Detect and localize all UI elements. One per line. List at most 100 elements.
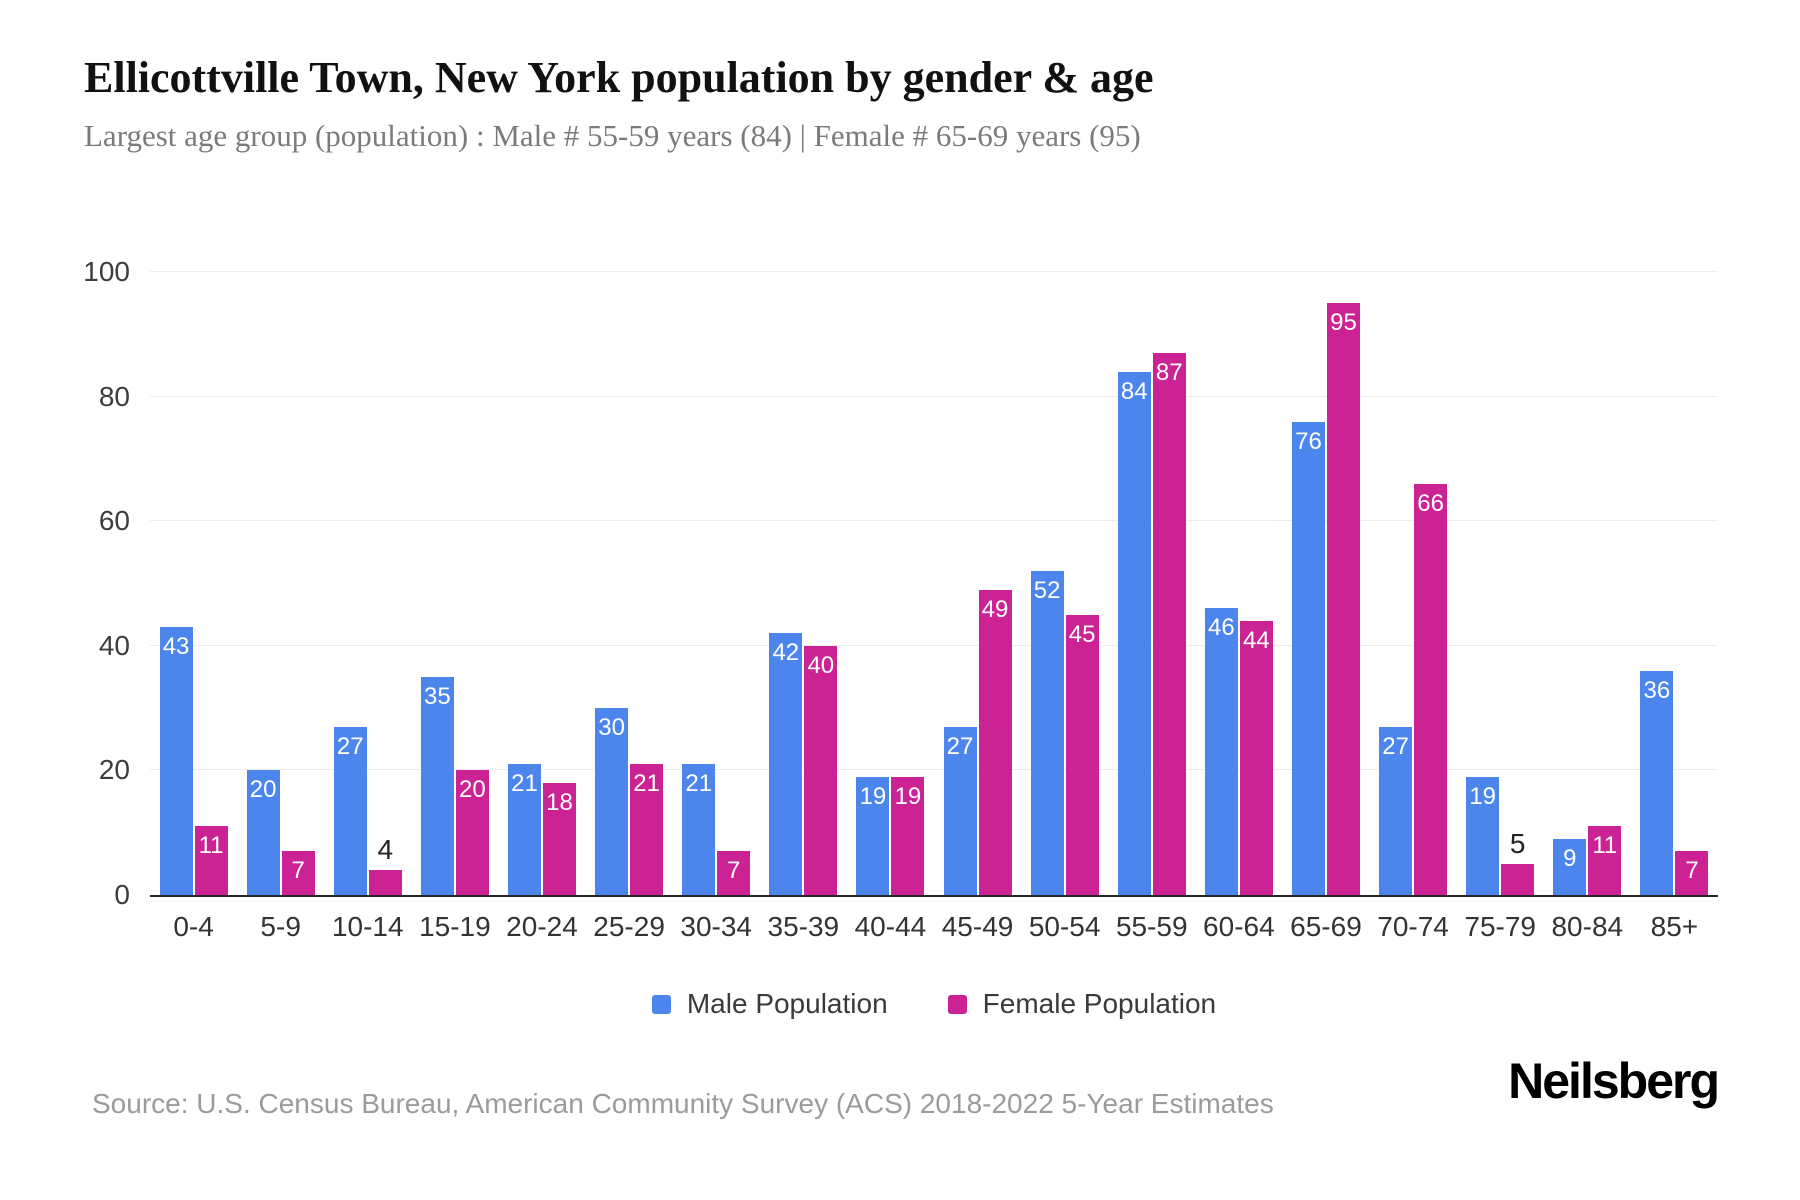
female-bar-5-9[interactable]: 7 bbox=[281, 851, 315, 895]
x-axis-label-80-84: 80-84 bbox=[1551, 911, 1624, 942]
bar-pair: 21 18 bbox=[498, 272, 585, 895]
bar-value-label: 11 bbox=[198, 832, 224, 860]
x-axis-label-75-79: 75-79 bbox=[1464, 911, 1536, 942]
bar-value-label: 44 bbox=[1243, 626, 1270, 654]
bar-value-label: 21 bbox=[685, 770, 713, 798]
female-bar-65-69[interactable]: 95 bbox=[1326, 303, 1360, 895]
age-group-80-84: 9 11 80-84 bbox=[1544, 272, 1631, 942]
male-bar-30-34[interactable]: 21 bbox=[682, 764, 716, 895]
x-axis-label-30-34: 30-34 bbox=[680, 911, 753, 942]
female-bar-50-54[interactable]: 45 bbox=[1065, 614, 1099, 895]
bar-value-label: 87 bbox=[1155, 359, 1183, 386]
bar-value-label: 4 bbox=[377, 834, 394, 866]
male-bar-20-24[interactable]: 21 bbox=[507, 764, 541, 895]
legend-item-male[interactable]: Male Population bbox=[651, 988, 888, 1020]
bar-value-label: 66 bbox=[1417, 489, 1444, 517]
bar-groups: 43 11 0-4 20 7 5-9 27 4 10-14 35 20 15-19 21 18 20-24 3… bbox=[150, 272, 1718, 942]
bar-value-label: 11 bbox=[1592, 832, 1618, 860]
male-bar-5-9[interactable]: 20 bbox=[246, 770, 280, 895]
female-legend-swatch bbox=[947, 994, 967, 1014]
age-group-65-69: 76 95 65-69 bbox=[1282, 272, 1369, 942]
male-bar-40-44[interactable]: 19 bbox=[856, 776, 890, 895]
female-bar-70-74[interactable]: 66 bbox=[1414, 483, 1448, 895]
bar-value-label: 27 bbox=[1382, 732, 1409, 760]
male-bar-15-19[interactable]: 35 bbox=[420, 676, 454, 895]
male-bar-35-39[interactable]: 42 bbox=[769, 633, 803, 895]
age-group-55-59: 84 87 55-59 bbox=[1108, 272, 1195, 942]
bar-value-label: 20 bbox=[459, 776, 486, 804]
age-group-30-34: 21 7 30-34 bbox=[673, 272, 760, 942]
bar-pair: 19 19 bbox=[847, 272, 934, 895]
x-axis-label-10-14: 10-14 bbox=[331, 911, 404, 942]
y-axis-tick-0: 0 bbox=[114, 879, 130, 910]
female-legend-label: Female Population bbox=[982, 988, 1217, 1019]
age-group-50-54: 52 45 50-54 bbox=[1021, 272, 1108, 942]
bar-value-label: 27 bbox=[336, 732, 364, 760]
y-axis-tick-100: 100 bbox=[83, 256, 130, 287]
bar-value-label: 19 bbox=[894, 782, 922, 810]
female-bar-30-34[interactable]: 7 bbox=[717, 851, 751, 895]
age-group-0-4: 43 11 0-4 bbox=[150, 272, 237, 942]
neilsberg-logo[interactable]: Neilsberg bbox=[1508, 1053, 1720, 1109]
legend-item-female[interactable]: Female Population bbox=[947, 988, 1217, 1020]
female-bar-25-29[interactable]: 21 bbox=[630, 764, 664, 895]
age-group-5-9: 20 7 5-9 bbox=[237, 272, 324, 942]
male-bar-55-59[interactable]: 84 bbox=[1117, 371, 1151, 895]
x-axis-label-45-49: 45-49 bbox=[941, 911, 1014, 942]
bar-value-label: 43 bbox=[162, 633, 190, 661]
y-axis-tick-40: 40 bbox=[98, 629, 130, 661]
bar-pair: 20 7 bbox=[237, 272, 324, 895]
female-bar-85+[interactable]: 7 bbox=[1675, 851, 1709, 895]
male-bar-65-69[interactable]: 76 bbox=[1291, 421, 1325, 895]
male-bar-10-14[interactable]: 27 bbox=[333, 726, 367, 895]
bar-value-label: 21 bbox=[511, 770, 538, 798]
male-bar-45-49[interactable]: 27 bbox=[943, 726, 977, 895]
female-bar-60-64[interactable]: 44 bbox=[1239, 620, 1273, 895]
female-bar-55-59[interactable]: 87 bbox=[1152, 353, 1186, 895]
bar-pair: 52 45 bbox=[1021, 272, 1108, 895]
bar-value-label: 42 bbox=[772, 639, 800, 667]
male-bar-80-84[interactable]: 9 bbox=[1553, 838, 1587, 895]
age-group-75-79: 19 5 75-79 bbox=[1457, 272, 1544, 942]
x-axis-label-35-39: 35-39 bbox=[767, 911, 840, 942]
bar-value-label: 7 bbox=[1685, 857, 1699, 885]
female-bar-45-49[interactable]: 49 bbox=[978, 589, 1012, 895]
age-group-25-29: 30 21 25-29 bbox=[586, 272, 673, 942]
bar-value-label: 20 bbox=[249, 776, 277, 804]
male-bar-75-79[interactable]: 19 bbox=[1466, 776, 1500, 895]
male-bar-85+[interactable]: 36 bbox=[1640, 670, 1674, 895]
gridline-60 bbox=[150, 520, 1718, 522]
bar-value-label: 7 bbox=[727, 857, 741, 885]
male-bar-70-74[interactable]: 27 bbox=[1379, 726, 1413, 895]
female-bar-10-14[interactable]: 4 bbox=[368, 834, 402, 895]
plot-area: 0 20 40 60 80 100 43 11 0-4 20 7 5-9 27 4 10-14 35 20 15-… bbox=[83, 256, 1718, 942]
bar-value-label: 7 bbox=[291, 857, 305, 885]
x-axis-label-60-64: 60-64 bbox=[1203, 911, 1275, 942]
female-bar-15-19[interactable]: 20 bbox=[455, 770, 489, 895]
x-axis-label-85+: 85+ bbox=[1650, 911, 1699, 942]
bar-value-label: 40 bbox=[807, 651, 835, 679]
chart-legend: Male Population Female Population bbox=[150, 988, 1718, 1020]
male-bar-60-64[interactable]: 46 bbox=[1204, 608, 1238, 895]
source-note: Source: U.S. Census Bureau, American Com… bbox=[92, 1088, 1274, 1119]
female-bar-0-4[interactable]: 11 bbox=[194, 826, 228, 895]
x-axis-label-25-29: 25-29 bbox=[593, 911, 665, 942]
x-axis-label-70-74: 70-74 bbox=[1377, 911, 1449, 942]
bar-pair: 76 95 bbox=[1282, 272, 1369, 895]
y-axis-tick-20: 20 bbox=[98, 754, 130, 786]
male-bar-50-54[interactable]: 52 bbox=[1030, 571, 1064, 895]
bar-value-label: 76 bbox=[1295, 427, 1322, 455]
female-bar-20-24[interactable]: 18 bbox=[542, 782, 576, 895]
bar-pair: 27 66 bbox=[1370, 272, 1457, 895]
male-bar-25-29[interactable]: 30 bbox=[595, 708, 629, 895]
female-bar-75-79[interactable]: 5 bbox=[1501, 828, 1535, 895]
bar-value-label: 18 bbox=[546, 788, 573, 816]
bar-value-label: 52 bbox=[1033, 577, 1061, 605]
male-bar-0-4[interactable]: 43 bbox=[159, 627, 193, 895]
female-bar-40-44[interactable]: 19 bbox=[891, 776, 925, 895]
age-group-85+: 36 7 85+ bbox=[1631, 272, 1718, 942]
bar-pair: 43 11 bbox=[150, 272, 237, 895]
bar-value-label: 95 bbox=[1330, 309, 1357, 337]
female-bar-35-39[interactable]: 40 bbox=[804, 645, 838, 895]
female-bar-80-84[interactable]: 11 bbox=[1588, 826, 1622, 895]
